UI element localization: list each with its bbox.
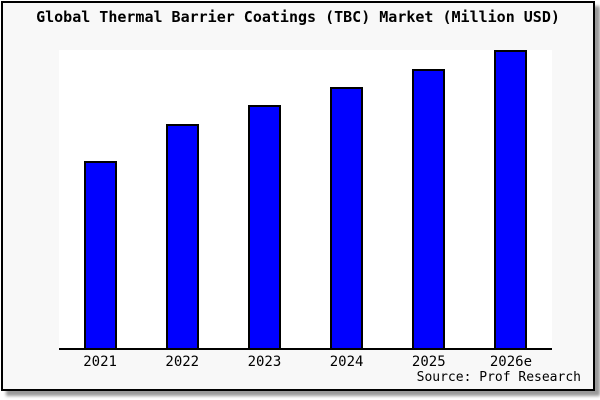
bar-2022 — [165, 124, 199, 348]
bar-slot-2022 — [141, 50, 223, 348]
bar-slot-2026e — [470, 50, 552, 348]
bar-2021 — [83, 161, 117, 348]
bar-2024 — [330, 87, 364, 348]
bar-slot-2021 — [59, 50, 141, 348]
x-tick-label-2025: 2025 — [411, 354, 446, 370]
x-tick-label-2023: 2023 — [247, 354, 282, 370]
chart-title: Global Thermal Barrier Coatings (TBC) Ma… — [36, 8, 560, 26]
x-tick-label-2022: 2022 — [165, 354, 200, 370]
bar-slot-2024 — [306, 50, 388, 348]
x-tick-label-2024: 2024 — [329, 354, 364, 370]
bar-2025 — [412, 69, 446, 348]
plot-area — [59, 50, 552, 350]
x-axis-tick-labels: 2021 2022 2023 2024 2025 2026e — [59, 354, 552, 370]
bar-2023 — [247, 105, 281, 348]
x-tick-label-2021: 2021 — [83, 354, 117, 370]
bar-slot-2025 — [388, 50, 470, 348]
bar-slot-2023 — [223, 50, 305, 348]
bars-container — [59, 50, 552, 348]
x-tick-label-2026e: 2026e — [489, 354, 533, 370]
bar-2026e — [494, 50, 528, 348]
chart-frame: Global Thermal Barrier Coatings (TBC) Ma… — [1, 1, 595, 391]
source-credit: Source: Prof Research — [416, 370, 581, 385]
